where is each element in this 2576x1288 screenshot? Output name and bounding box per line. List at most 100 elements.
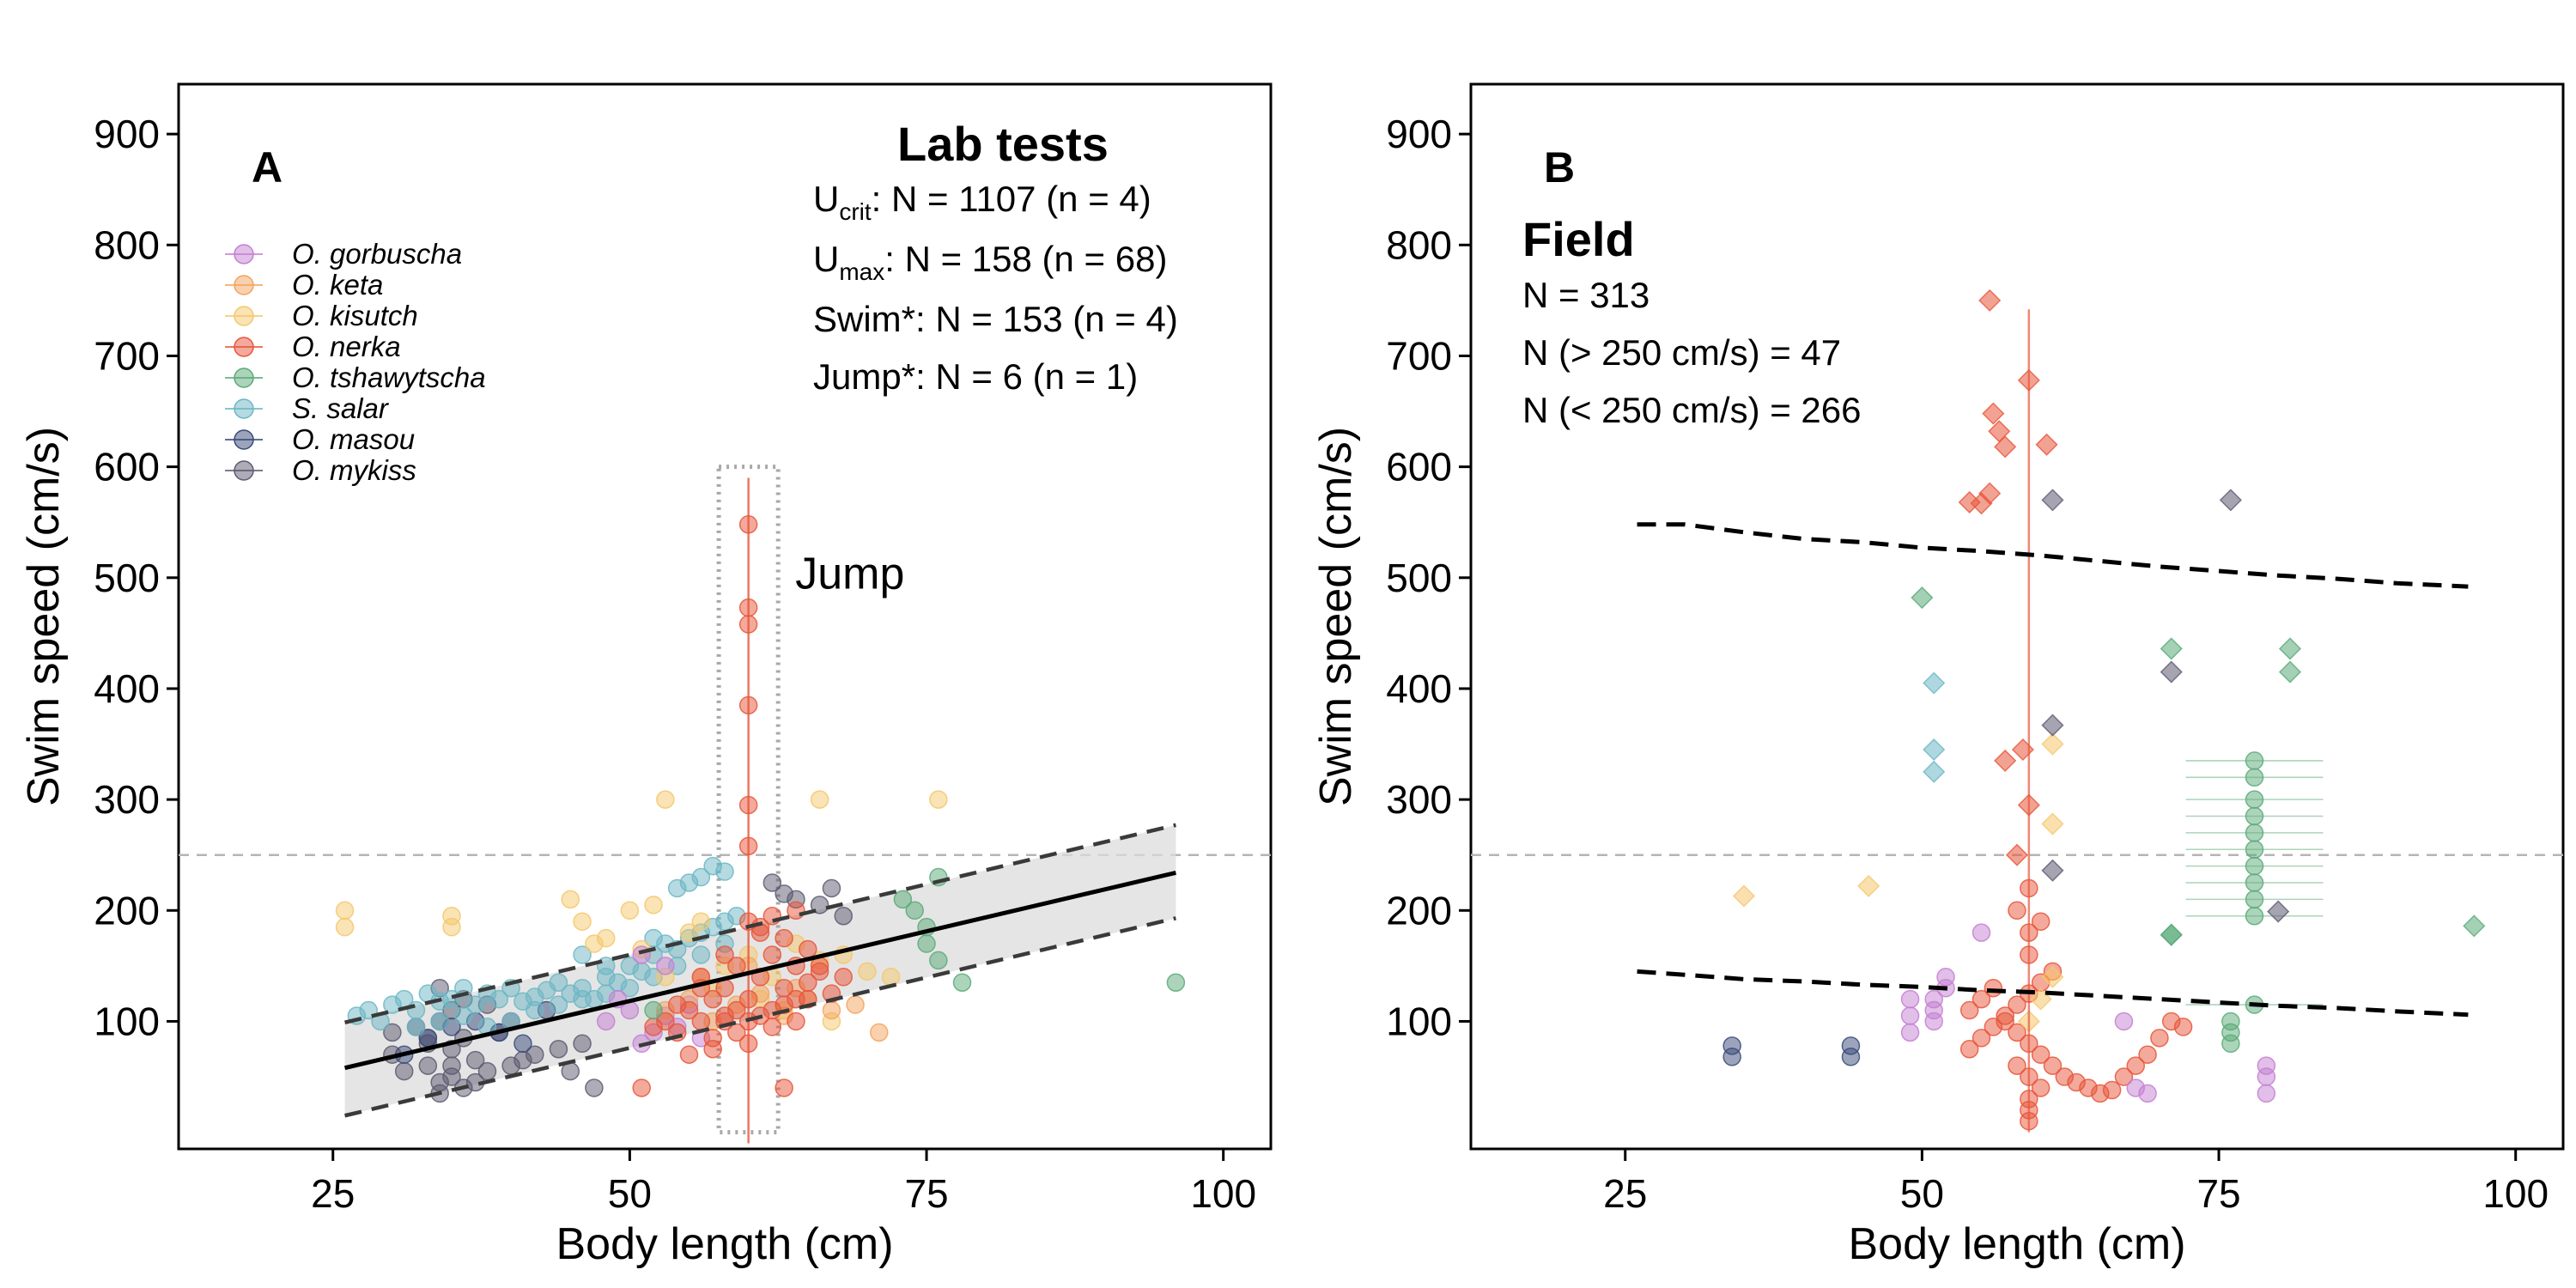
x-tick-label: 50 [1900,1171,1944,1216]
y-tick-label: 600 [94,445,160,489]
data-point [881,968,901,987]
data-point [489,989,509,1009]
stat-text: : N = 6 (n = 1) [915,356,1138,397]
y-tick-label: 300 [94,777,160,822]
data-point [2031,1078,2050,1097]
data-point [2138,1084,2157,1103]
data-point [1959,1000,1979,1020]
ci-lower-line [344,916,1176,1118]
series-s-salar [1923,671,1946,783]
stat-line: Umax: N = 158 (n = 68) [813,239,1167,285]
x-tick-label: 25 [311,1171,355,1216]
data-point [952,973,972,992]
data-point [929,790,948,809]
data-point [2278,660,2302,683]
data-point [2041,965,2064,988]
data-point [383,1023,402,1042]
regression-line [343,870,1176,1071]
data-point [573,989,592,1009]
data-point [762,945,782,964]
data-point [2041,812,2064,835]
legend-marker [234,460,254,481]
legend-label: S. salar [292,392,390,424]
data-point [2114,1067,2134,1086]
data-point [762,1018,782,1036]
data-point [2219,489,2242,512]
data-point [2041,859,2064,882]
data-point [620,901,640,920]
x-axis-title: Body length (cm) [1848,1219,2185,1269]
y-axis-title: Swim speed (cm/s) [1311,427,1361,806]
data-point [703,989,722,1009]
x-tick-label: 75 [2196,1171,2240,1216]
data-point [1911,586,1934,610]
ci-upper-line [344,823,1176,1024]
legend-marker [234,306,254,326]
data-point [1924,1012,1943,1031]
data-point [2245,840,2264,859]
data-point [2160,660,2183,683]
data-point [2245,873,2264,892]
legend-label: O. masou [292,423,415,455]
legend-label: O. kisutch [292,300,418,331]
data-point [1841,1048,1861,1066]
data-point [1982,402,2005,425]
data-point [2041,714,2064,737]
panel-b: 25 50 75 100 100 200 300 400 500 600 700 800 900 Body… [1311,82,2565,1269]
data-point [632,1078,651,1097]
data-point [715,1006,734,1025]
stat-text: : N = 153 (n = 4) [915,299,1178,339]
data-point [787,901,805,920]
stat-line: Swim*: N = 153 (n = 4) [813,299,1178,339]
data-point [644,928,663,948]
data-point [810,790,829,809]
y-tick-label: 100 [1386,999,1452,1043]
data-point [2160,923,2183,946]
panel-a: 25 50 75 100 100 200 300 400 500 600 700 800 900 Body… [19,82,1273,1269]
y-tick-label: 200 [1386,888,1452,933]
data-point [905,901,924,920]
data-point [1924,989,1943,1009]
data-point [1958,490,1981,514]
data-point [1722,1048,1741,1066]
data-point [2160,637,2183,660]
data-point [1900,989,1920,1009]
data-point [2245,890,2264,909]
stat-line: Ucrit: N = 1107 (n = 4) [813,179,1151,225]
data-point [2257,1084,2276,1103]
data-point [644,1000,663,1020]
data-point [691,867,711,887]
series-o-nerka [1958,289,2193,1131]
data-point [1732,884,1756,908]
data-point [2221,1012,2240,1031]
data-point [2041,732,2064,756]
data-point [2150,1029,2169,1048]
data-point [2245,751,2264,770]
data-point [893,890,913,909]
panel-letter: B [1544,143,1575,191]
data-point [715,862,734,881]
data-point [549,995,568,1014]
data-point [454,1006,473,1025]
data-point [1984,978,2003,998]
series-o-masou [1722,1036,1861,1066]
data-point [787,1012,805,1031]
legend-marker [234,275,254,295]
data-point [822,1000,841,1020]
data-point [858,962,877,981]
heading: Field [1522,212,1635,266]
stat-base: U [813,179,839,219]
data-point [1923,760,1946,783]
data-point [775,928,793,948]
data-point [2126,1056,2146,1075]
data-point [1936,968,1955,987]
data-point [1900,1023,1920,1042]
series-o-gorbuscha [1900,923,2276,1103]
data-point [679,1045,699,1064]
data-point [834,907,854,926]
data-point [573,912,592,931]
data-point [656,790,675,809]
jump-annotation: Jump [795,550,904,599]
data-point [2031,1045,2050,1064]
data-point [2035,433,2058,456]
